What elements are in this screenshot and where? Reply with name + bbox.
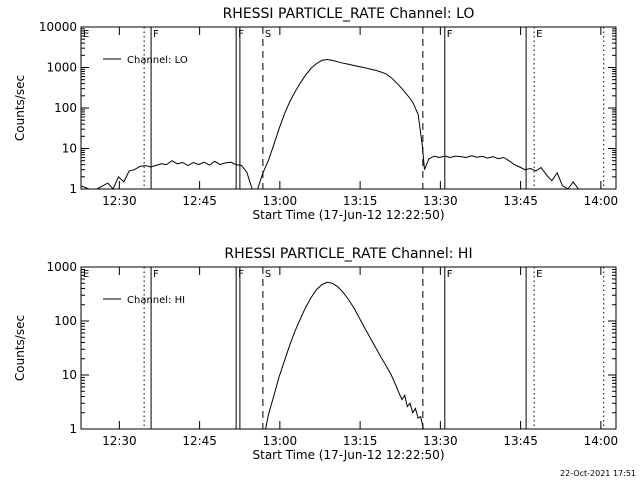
event-marker-label: F [447, 29, 453, 40]
x-axis-label: Start Time (17-Jun-12 12:22:50) [253, 208, 445, 222]
series-line [80, 58, 590, 190]
event-marker-label: E [83, 29, 89, 40]
plot-frame [80, 266, 617, 430]
y-tick-label: 1 [69, 422, 77, 436]
x-tick-label: 13:45 [503, 194, 538, 208]
legend-label: Channel: HI [127, 295, 185, 306]
x-tick-label: 13:15 [343, 434, 378, 448]
series-line [265, 281, 424, 430]
y-tick-label: 1 [69, 182, 77, 196]
y-tick-label: 10 [62, 368, 77, 382]
chart-panel-1 [80, 266, 617, 430]
x-axis-label: Start Time (17-Jun-12 12:22:50) [253, 448, 445, 462]
chart-panel-0 [80, 26, 617, 190]
x-tick-label: 13:30 [423, 434, 458, 448]
event-marker-label: S [265, 29, 271, 40]
x-tick-label: 13:00 [263, 434, 298, 448]
plot-frame [80, 26, 617, 190]
footer-timestamp: 22-Oct-2021 17:51 [560, 469, 636, 478]
x-tick-label: 12:30 [102, 194, 137, 208]
x-tick-label: 13:45 [503, 434, 538, 448]
y-axis-label: Counts/sec [13, 75, 27, 141]
event-marker-label: F [447, 269, 453, 280]
y-tick-label: 1000 [46, 61, 77, 75]
y-tick-label: 10 [62, 142, 77, 156]
x-tick-label: 13:30 [423, 194, 458, 208]
event-marker-label: E [536, 269, 542, 280]
event-marker-label: F [238, 269, 244, 280]
event-marker-label: F [153, 29, 159, 40]
event-marker-label: E [536, 29, 542, 40]
legend-label: Channel: LO [127, 55, 188, 66]
x-tick-label: 14:00 [584, 194, 619, 208]
x-tick-label: 14:00 [584, 434, 619, 448]
x-tick-label: 13:15 [343, 194, 378, 208]
chart-title: RHESSI PARTICLE_RATE Channel: HI [224, 246, 472, 262]
x-tick-label: 12:30 [102, 434, 137, 448]
x-tick-label: 13:00 [263, 194, 298, 208]
event-marker-label: S [265, 269, 271, 280]
event-marker-label: F [153, 269, 159, 280]
event-marker-label: E [83, 269, 89, 280]
y-tick-label: 100 [54, 101, 77, 115]
x-tick-label: 12:45 [182, 434, 217, 448]
y-axis-label: Counts/sec [13, 315, 27, 381]
y-tick-label: 1000 [46, 260, 77, 274]
event-marker-label: F [238, 29, 244, 40]
y-tick-label: 100 [54, 314, 77, 328]
y-tick-label: 10000 [39, 20, 77, 34]
x-tick-label: 12:45 [182, 194, 217, 208]
chart-title: RHESSI PARTICLE_RATE Channel: LO [223, 6, 475, 22]
